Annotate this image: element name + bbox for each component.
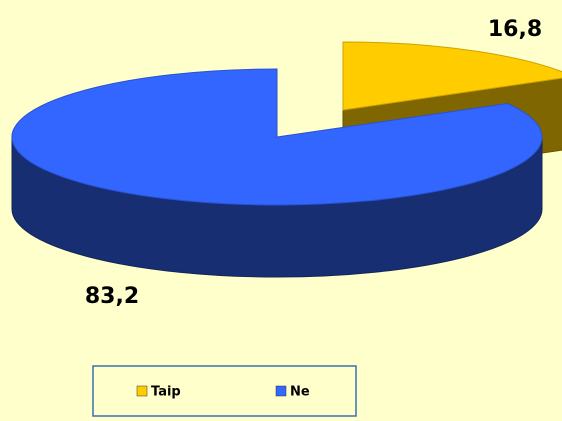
value-label: 83,2 [85,284,139,309]
slice-top [342,41,562,111]
value-label: 16,8 [488,17,542,42]
legend-swatch [136,385,148,397]
legend-swatch [275,385,287,397]
slice-top [11,68,543,206]
legend-box [92,365,357,417]
legend-label: Ne [290,385,310,400]
legend-label: Taip [151,385,181,400]
